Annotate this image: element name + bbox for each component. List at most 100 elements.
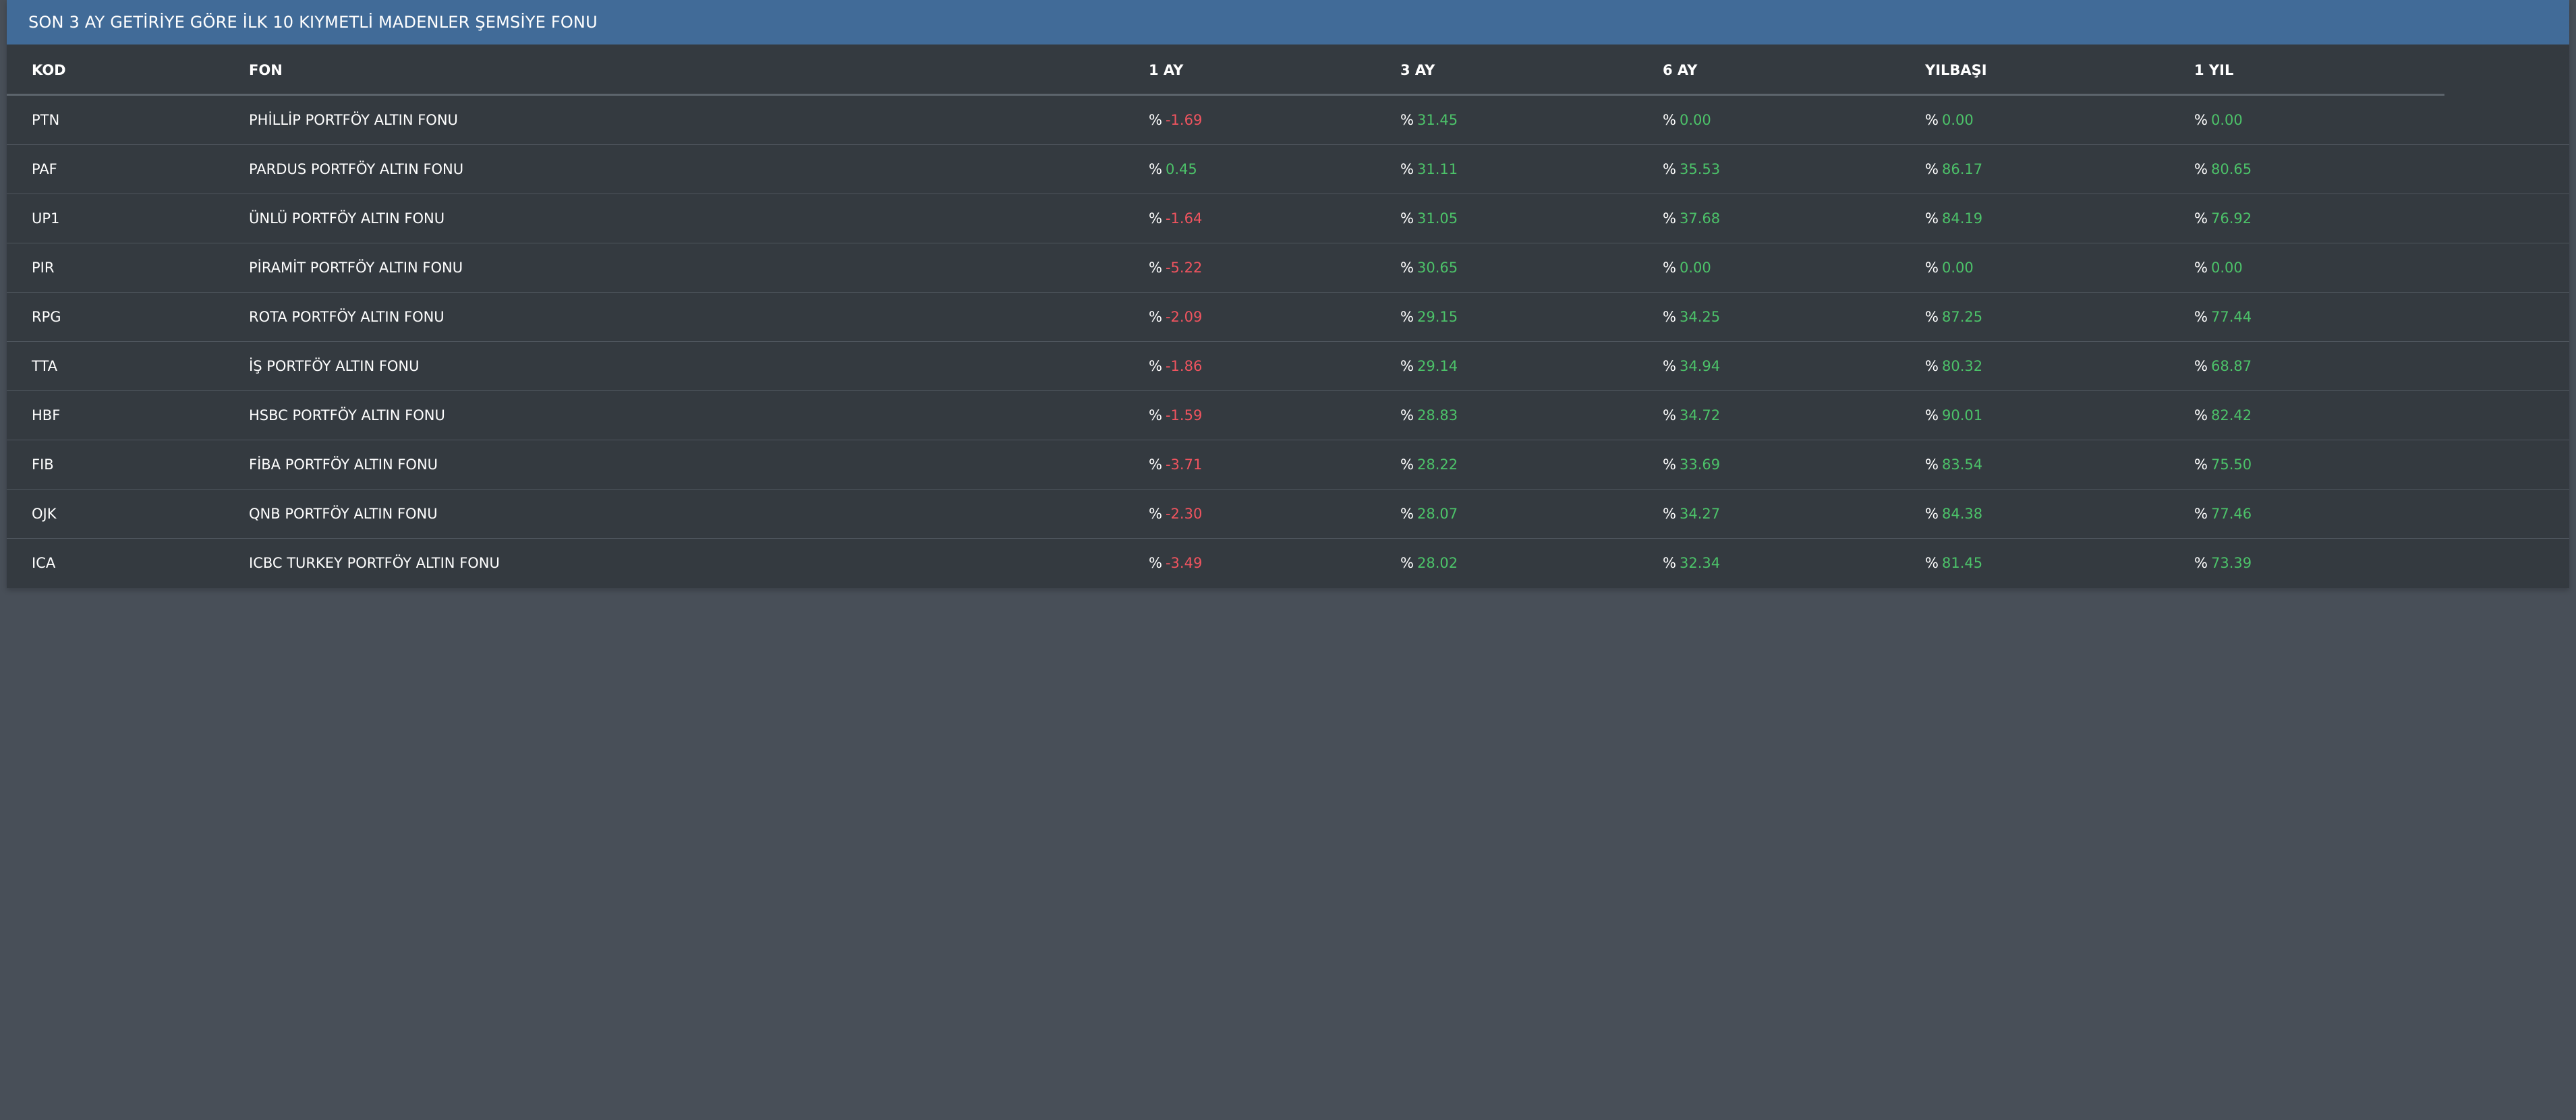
percent-sign: % [2194, 358, 2208, 374]
fund-code[interactable]: PIR [32, 260, 55, 276]
fund-code[interactable]: TTA [32, 358, 58, 374]
percent-sign: % [1663, 506, 1676, 522]
return-3-ay: % 29.14 [1400, 342, 1458, 390]
return-6-ay: % 0.00 [1663, 95, 1711, 144]
column-header-1-yil[interactable]: 1 YIL [2194, 61, 2234, 78]
fund-table: KOD FON 1 AY 3 AY 6 AY YILBAŞI 1 YIL PTN… [7, 45, 2569, 587]
column-header-kod[interactable]: KOD [32, 61, 66, 78]
percent-sign: % [1400, 456, 1414, 473]
return-value: 0.00 [1941, 260, 1974, 276]
return-value: 84.38 [1941, 506, 1983, 522]
column-header-fon[interactable]: FON [249, 61, 283, 78]
table-row[interactable]: HBF HSBC PORTFÖY ALTIN FONU% -1.59% 28.83% 3… [7, 390, 2569, 440]
return-6-ay: % 35.53 [1663, 145, 1720, 194]
percent-sign: % [1400, 309, 1414, 325]
return-value: 86.17 [1941, 161, 1983, 177]
return-6-ay: % 32.34 [1663, 539, 1720, 587]
return-6-ay: % 34.25 [1663, 293, 1720, 341]
percent-sign: % [1149, 309, 1162, 325]
return-1-ay: % -2.30 [1149, 490, 1202, 538]
percent-sign: % [1400, 260, 1414, 276]
return-value: -1.59 [1165, 407, 1203, 423]
column-header-6-ay[interactable]: 6 AY [1663, 61, 1698, 78]
fund-name[interactable]: ROTA PORTFÖY ALTIN FONU [249, 309, 445, 325]
fund-name[interactable]: ICBC TURKEY PORTFÖY ALTIN FONU [249, 555, 500, 571]
return-value: 84.19 [1941, 210, 1983, 227]
header-divider [7, 94, 2444, 96]
fund-code[interactable]: OJK [32, 506, 57, 522]
return-value: 80.32 [1941, 358, 1983, 374]
percent-sign: % [1663, 456, 1676, 473]
return-value: -1.86 [1165, 358, 1203, 374]
return-3-ay: % 31.45 [1400, 95, 1458, 144]
return-value: 81.45 [1941, 555, 1983, 571]
percent-sign: % [1149, 555, 1162, 571]
return-value: 77.46 [2210, 506, 2252, 522]
fund-name[interactable]: İŞ PORTFÖY ALTIN FONU [249, 358, 420, 374]
table-row[interactable]: ICA ICBC TURKEY PORTFÖY ALTIN FONU% -3.49%… [7, 538, 2569, 587]
table-row[interactable]: PIR PİRAMİT PORTFÖY ALTIN FONU% -5.22% 30.6… [7, 243, 2569, 292]
percent-sign: % [2194, 407, 2208, 423]
percent-sign: % [1925, 555, 1939, 571]
fund-code[interactable]: HBF [32, 407, 61, 423]
return-1-yil: % 77.44 [2194, 293, 2252, 341]
table-row[interactable]: OJK QNB PORTFÖY ALTIN FONU% -2.30% 28.07% 34… [7, 489, 2569, 538]
return-value: 34.27 [1679, 506, 1721, 522]
table-row[interactable]: PAF PARDUS PORTFÖY ALTIN FONU% 0.45% 31.11%… [7, 144, 2569, 194]
return-value: 83.54 [1941, 456, 1983, 473]
fund-name[interactable]: QNB PORTFÖY ALTIN FONU [249, 506, 438, 522]
table-header-row: KOD FON 1 AY 3 AY 6 AY YILBAŞI 1 YIL [7, 45, 2569, 96]
table-row[interactable]: RPG ROTA PORTFÖY ALTIN FONU% -2.09% 29.15% 3… [7, 292, 2569, 341]
fund-code[interactable]: UP1 [32, 210, 60, 227]
return-yilbasi: % 87.25 [1925, 293, 1982, 341]
fund-name[interactable]: PHİLLİP PORTFÖY ALTIN FONU [249, 111, 458, 128]
fund-code[interactable]: FIB [32, 456, 54, 473]
table-row[interactable]: FIB FİBA PORTFÖY ALTIN FONU% -3.71% 28.22% 3… [7, 440, 2569, 489]
return-value: 34.25 [1679, 309, 1721, 325]
table-row[interactable]: UP1 ÜNLÜ PORTFÖY ALTIN FONU% -1.64% 31.05% 3… [7, 194, 2569, 243]
percent-sign: % [2194, 210, 2208, 227]
column-header-yilbasi[interactable]: YILBAŞI [1925, 61, 1987, 78]
return-1-ay: % -5.22 [1149, 243, 1202, 292]
fund-name[interactable]: FİBA PORTFÖY ALTIN FONU [249, 456, 438, 473]
return-1-yil: % 0.00 [2194, 95, 2243, 144]
return-value: 28.07 [1416, 506, 1458, 522]
return-1-yil: % 80.65 [2194, 145, 2252, 194]
return-1-yil: % 73.39 [2194, 539, 2252, 587]
column-header-1-ay[interactable]: 1 AY [1149, 61, 1184, 78]
percent-sign: % [1663, 111, 1676, 128]
return-6-ay: % 33.69 [1663, 440, 1720, 489]
fund-name[interactable]: PARDUS PORTFÖY ALTIN FONU [249, 161, 464, 177]
return-value: -2.30 [1165, 506, 1203, 522]
fund-code[interactable]: ICA [32, 555, 56, 571]
fund-name[interactable]: ÜNLÜ PORTFÖY ALTIN FONU [249, 210, 445, 227]
return-value: 0.00 [1679, 260, 1711, 276]
fund-code[interactable]: PTN [32, 111, 60, 128]
percent-sign: % [1663, 309, 1676, 325]
percent-sign: % [1149, 161, 1162, 177]
return-yilbasi: % 90.01 [1925, 391, 1982, 440]
return-value: 0.00 [2210, 260, 2243, 276]
return-value: 0.00 [1941, 111, 1974, 128]
table-row[interactable]: PTN PHİLLİP PORTFÖY ALTIN FONU% -1.69% 31.4… [7, 95, 2569, 144]
return-3-ay: % 29.15 [1400, 293, 1458, 341]
return-1-ay: % -1.59 [1149, 391, 1202, 440]
return-value: -5.22 [1165, 260, 1203, 276]
return-value: -1.64 [1165, 210, 1203, 227]
return-3-ay: % 28.02 [1400, 539, 1458, 587]
percent-sign: % [1149, 456, 1162, 473]
column-header-3-ay[interactable]: 3 AY [1400, 61, 1435, 78]
fund-code[interactable]: RPG [32, 309, 61, 325]
return-value: 0.45 [1165, 161, 1197, 177]
return-6-ay: % 34.72 [1663, 391, 1720, 440]
fund-name[interactable]: PİRAMİT PORTFÖY ALTIN FONU [249, 260, 463, 276]
return-value: 31.45 [1416, 111, 1458, 128]
fund-code[interactable]: PAF [32, 161, 57, 177]
percent-sign: % [1400, 210, 1414, 227]
fund-name[interactable]: HSBC PORTFÖY ALTIN FONU [249, 407, 445, 423]
return-value: 0.00 [1679, 111, 1711, 128]
table-row[interactable]: TTA İŞ PORTFÖY ALTIN FONU% -1.86% 29.14% 34.… [7, 341, 2569, 390]
return-value: 90.01 [1941, 407, 1983, 423]
percent-sign: % [1400, 555, 1414, 571]
percent-sign: % [1400, 161, 1414, 177]
